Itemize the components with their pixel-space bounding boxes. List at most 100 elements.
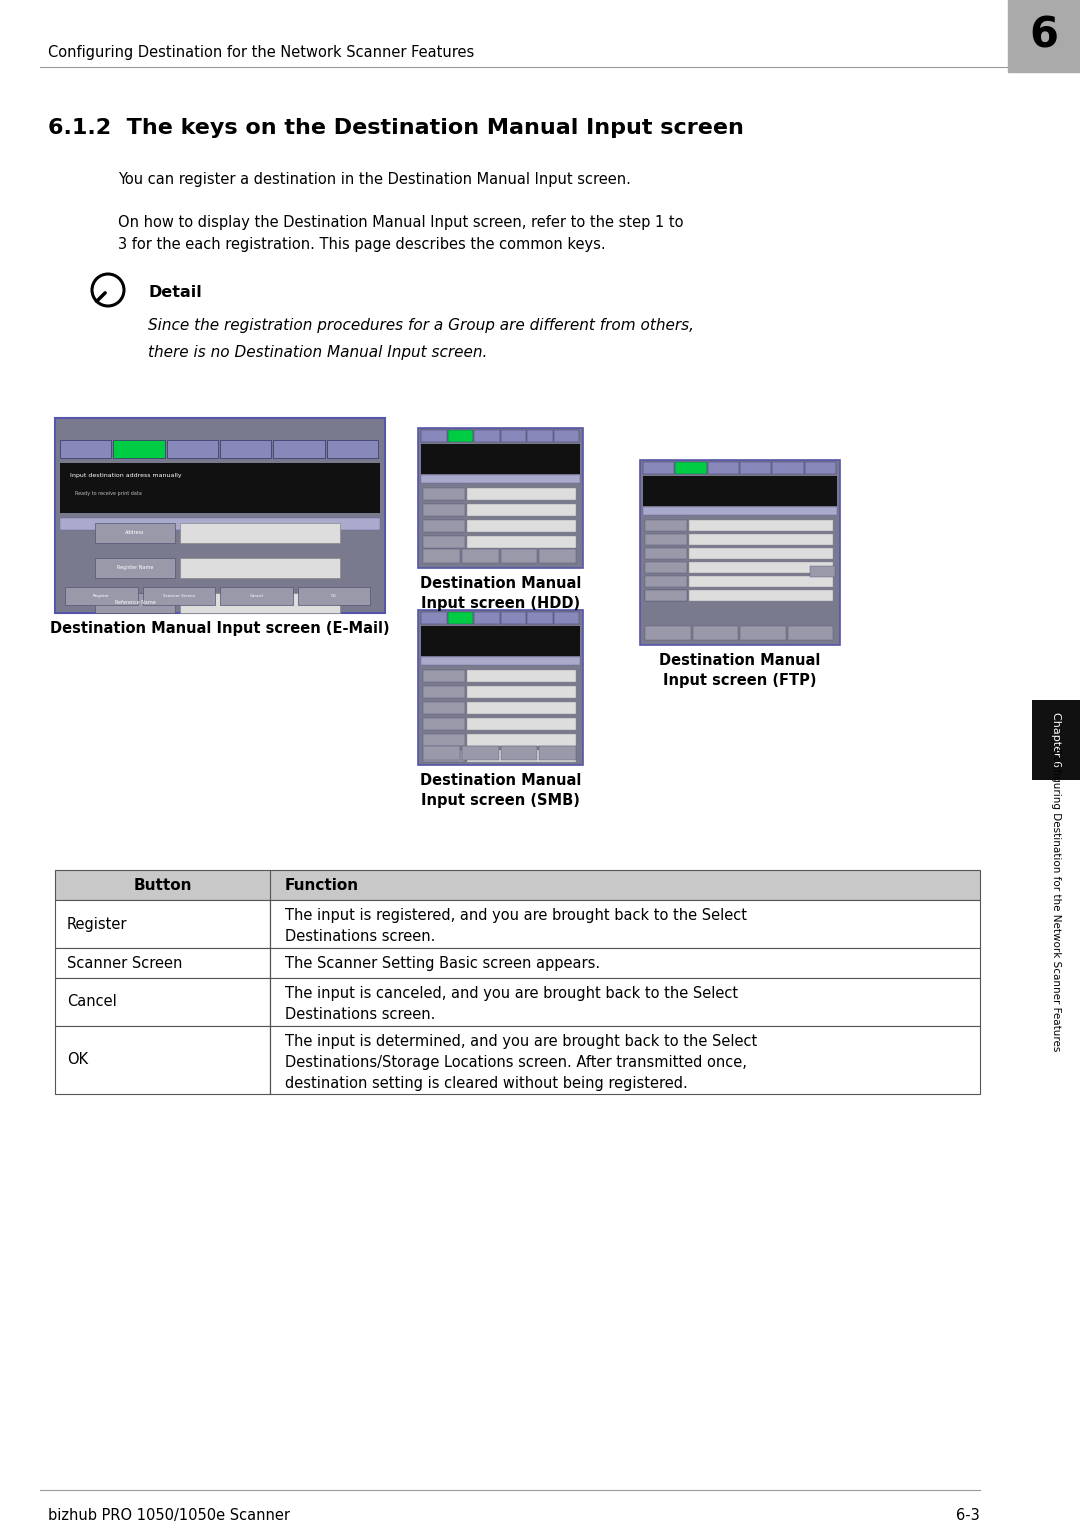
Bar: [539, 549, 576, 563]
Text: On how to display the Destination Manual Input screen, refer to the step 1 to
3 : On how to display the Destination Manual…: [118, 216, 684, 252]
Bar: [645, 576, 687, 587]
Bar: [467, 520, 576, 532]
Bar: [423, 751, 465, 761]
Bar: [423, 520, 465, 532]
Bar: [467, 670, 576, 682]
Bar: [423, 505, 465, 515]
Text: bizhub PRO 1050/1050e Scanner: bizhub PRO 1050/1050e Scanner: [48, 1508, 291, 1523]
Bar: [270, 1026, 980, 1095]
Bar: [554, 430, 579, 442]
Text: Destination Manual
Input screen (FTP): Destination Manual Input screen (FTP): [659, 653, 821, 688]
Bar: [55, 870, 980, 901]
Bar: [689, 563, 833, 573]
Bar: [421, 476, 580, 483]
Bar: [447, 430, 473, 442]
Bar: [95, 523, 175, 543]
Bar: [418, 610, 583, 764]
Bar: [423, 702, 465, 714]
Text: The input is determined, and you are brought back to the Select
Destinations/Sto: The input is determined, and you are bro…: [285, 1034, 757, 1092]
Bar: [740, 462, 771, 474]
Bar: [689, 534, 833, 544]
Bar: [421, 612, 446, 624]
Text: Destination Manual
Input screen (SMB): Destination Manual Input screen (SMB): [420, 774, 581, 807]
Bar: [500, 612, 526, 624]
Text: Register: Register: [93, 593, 110, 598]
Text: Reference Name: Reference Name: [114, 601, 156, 605]
Bar: [326, 440, 378, 459]
Bar: [640, 460, 840, 645]
Text: Address: Address: [125, 531, 145, 535]
Text: You can register a destination in the Destination Manual Input screen.: You can register a destination in the De…: [118, 171, 631, 187]
Bar: [645, 563, 687, 573]
Bar: [180, 523, 340, 543]
Bar: [297, 587, 370, 605]
Bar: [527, 430, 553, 442]
Bar: [55, 948, 270, 979]
Bar: [527, 612, 553, 624]
Bar: [740, 625, 785, 641]
Bar: [95, 593, 175, 613]
Text: The input is registered, and you are brought back to the Select
Destinations scr: The input is registered, and you are bro…: [285, 908, 747, 943]
Bar: [467, 687, 576, 699]
Bar: [689, 547, 833, 560]
Text: OK: OK: [330, 593, 337, 598]
Text: 6-3: 6-3: [956, 1508, 980, 1523]
Bar: [113, 440, 164, 459]
Text: 6.1.2  The keys on the Destination Manual Input screen: 6.1.2 The keys on the Destination Manual…: [48, 118, 744, 138]
Bar: [467, 505, 576, 515]
Bar: [474, 612, 499, 624]
Bar: [65, 587, 137, 605]
Bar: [180, 558, 340, 578]
Bar: [787, 625, 833, 641]
Bar: [60, 440, 111, 459]
Bar: [55, 979, 270, 1026]
Bar: [645, 520, 687, 531]
Bar: [645, 534, 687, 544]
Bar: [180, 593, 340, 613]
Text: Destination Manual Input screen (E-Mail): Destination Manual Input screen (E-Mail): [50, 621, 390, 636]
Bar: [1032, 700, 1080, 780]
Bar: [423, 734, 465, 746]
Bar: [421, 625, 580, 656]
Bar: [467, 719, 576, 729]
Text: Since the registration procedures for a Group are different from others,: Since the registration procedures for a …: [148, 318, 694, 333]
Bar: [500, 746, 537, 760]
Bar: [554, 612, 579, 624]
Bar: [689, 590, 833, 601]
Text: The input is canceled, and you are brought back to the Select
Destinations scree: The input is canceled, and you are broug…: [285, 986, 738, 1021]
Bar: [675, 462, 706, 474]
Bar: [645, 590, 687, 601]
Bar: [143, 587, 215, 605]
Bar: [423, 746, 460, 760]
Text: Scanner Screen: Scanner Screen: [67, 956, 183, 971]
Bar: [270, 901, 980, 948]
Text: Cancel: Cancel: [67, 994, 117, 1009]
Text: Button: Button: [133, 878, 192, 893]
Bar: [707, 462, 739, 474]
Text: OK: OK: [67, 1052, 89, 1067]
Text: Function: Function: [285, 878, 360, 893]
Bar: [810, 566, 835, 576]
Bar: [166, 440, 218, 459]
Text: 6: 6: [1029, 15, 1058, 57]
Text: Detail: Detail: [148, 284, 202, 300]
Bar: [1008, 0, 1080, 72]
Bar: [645, 625, 690, 641]
Text: there is no Destination Manual Input screen.: there is no Destination Manual Input scr…: [148, 346, 487, 359]
Bar: [643, 508, 837, 515]
Bar: [467, 751, 576, 761]
Bar: [273, 440, 325, 459]
Text: Cancel: Cancel: [249, 593, 264, 598]
Bar: [500, 549, 537, 563]
Bar: [423, 549, 460, 563]
Bar: [539, 746, 576, 760]
Bar: [55, 417, 384, 613]
Bar: [645, 547, 687, 560]
Bar: [421, 443, 580, 474]
Text: Scanner Screen: Scanner Screen: [163, 593, 194, 598]
Text: Configuring Destination for the Network Scanner Features: Configuring Destination for the Network …: [1051, 748, 1061, 1052]
Bar: [645, 590, 687, 601]
Bar: [423, 670, 465, 682]
Text: Configuring Destination for the Network Scanner Features: Configuring Destination for the Network …: [48, 44, 474, 60]
Bar: [220, 440, 271, 459]
